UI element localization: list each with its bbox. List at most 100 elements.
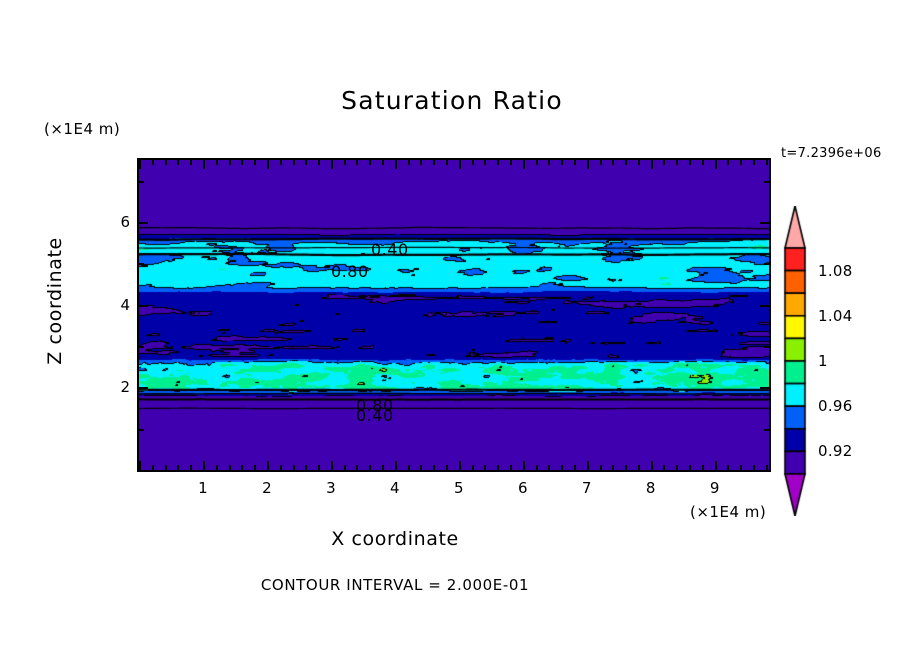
x-minor-tick: [280, 160, 282, 165]
x-major-tick: [459, 160, 461, 169]
x-minor-tick: [497, 465, 499, 470]
y-minor-tick: [139, 429, 144, 431]
x-minor-tick: [702, 160, 704, 165]
x-minor-tick: [190, 160, 192, 165]
x-minor-tick: [561, 465, 563, 470]
x-minor-tick: [472, 160, 474, 165]
x-minor-tick: [625, 465, 627, 470]
x-minor-tick: [177, 465, 179, 470]
x-minor-tick: [689, 465, 691, 470]
y-minor-tick: [764, 263, 769, 265]
x-minor-tick: [753, 160, 755, 165]
x-major-tick: [267, 461, 269, 470]
x-major-tick: [523, 461, 525, 470]
x-minor-tick: [600, 160, 602, 165]
x-major-tick: [651, 461, 653, 470]
x-minor-tick: [446, 160, 448, 165]
y-axis-title: Z coordinate: [44, 237, 66, 365]
x-major-tick: [395, 160, 397, 169]
x-major-tick: [203, 160, 205, 169]
x-minor-tick: [165, 465, 167, 470]
x-major-tick: [139, 461, 141, 470]
x-tick-label: 3: [326, 479, 336, 497]
y-minor-tick: [764, 181, 769, 183]
x-minor-tick: [241, 160, 243, 165]
x-minor-tick: [318, 160, 320, 165]
x-minor-tick: [305, 465, 307, 470]
x-minor-tick: [293, 465, 295, 470]
time-annotation: t=7.2396e+06: [781, 146, 882, 161]
x-minor-tick: [318, 465, 320, 470]
x-minor-tick: [766, 160, 768, 165]
colorbar-tick-label: 0.96: [818, 397, 853, 416]
y-major-tick: [760, 305, 769, 307]
x-minor-tick: [676, 160, 678, 165]
y-axis-unit-label: (×1E4 m): [44, 120, 121, 138]
x-minor-tick: [216, 465, 218, 470]
x-tick-label: 7: [581, 479, 592, 497]
x-tick-label: 1: [198, 479, 208, 497]
x-minor-tick: [369, 465, 371, 470]
x-minor-tick: [420, 465, 422, 470]
x-axis-title: X coordinate: [331, 528, 459, 550]
x-tick-label: 9: [709, 479, 720, 497]
contour-plot-area: [137, 158, 771, 472]
x-minor-tick: [510, 465, 512, 470]
x-minor-tick: [727, 465, 729, 470]
colorbar-tick-label: 1.04: [818, 306, 853, 325]
x-minor-tick: [740, 160, 742, 165]
x-minor-tick: [420, 160, 422, 165]
x-minor-tick: [382, 465, 384, 470]
x-tick-label: 6: [517, 479, 528, 497]
x-minor-tick: [625, 160, 627, 165]
x-minor-tick: [152, 160, 154, 165]
x-minor-tick: [536, 160, 538, 165]
x-minor-tick: [280, 465, 282, 470]
x-minor-tick: [612, 160, 614, 165]
x-tick-label: 2: [262, 479, 272, 497]
x-major-tick: [587, 461, 589, 470]
chart-title: Saturation Ratio: [341, 86, 563, 115]
x-tick-label: 5: [454, 479, 464, 497]
x-major-tick: [331, 461, 333, 470]
x-minor-tick: [548, 465, 550, 470]
contour-field-canvas: [139, 160, 769, 470]
x-minor-tick: [561, 160, 563, 165]
x-tick-label: 8: [645, 479, 656, 497]
x-minor-tick: [472, 465, 474, 470]
x-major-tick: [139, 160, 141, 169]
x-major-tick: [203, 461, 205, 470]
x-minor-tick: [165, 160, 167, 165]
y-minor-tick: [764, 429, 769, 431]
x-minor-tick: [356, 160, 358, 165]
x-major-tick: [715, 160, 717, 169]
colorbar-canvas[interactable]: [780, 206, 810, 516]
colorbar[interactable]: [780, 206, 810, 516]
x-minor-tick: [484, 465, 486, 470]
x-minor-tick: [190, 465, 192, 470]
contour-value-label: 0.40: [356, 406, 394, 425]
y-minor-tick: [139, 346, 144, 348]
x-minor-tick: [369, 160, 371, 165]
x-minor-tick: [382, 160, 384, 165]
x-minor-tick: [574, 465, 576, 470]
contour-interval-caption: CONTOUR INTERVAL = 2.000E-01: [260, 576, 530, 594]
x-minor-tick: [663, 465, 665, 470]
x-minor-tick: [574, 160, 576, 165]
y-major-tick: [760, 222, 769, 224]
x-minor-tick: [152, 465, 154, 470]
x-minor-tick: [177, 160, 179, 165]
x-minor-tick: [497, 160, 499, 165]
x-axis-unit-label: (×1E4 m): [690, 503, 767, 521]
x-minor-tick: [433, 160, 435, 165]
x-minor-tick: [344, 465, 346, 470]
x-minor-tick: [446, 465, 448, 470]
y-major-tick: [139, 387, 148, 389]
y-minor-tick: [139, 263, 144, 265]
colorbar-tick-label: 1.08: [818, 261, 853, 280]
x-major-tick: [523, 160, 525, 169]
x-minor-tick: [356, 465, 358, 470]
x-minor-tick: [548, 160, 550, 165]
y-tick-label: 4: [120, 295, 130, 314]
y-tick-label: 2: [120, 378, 130, 397]
